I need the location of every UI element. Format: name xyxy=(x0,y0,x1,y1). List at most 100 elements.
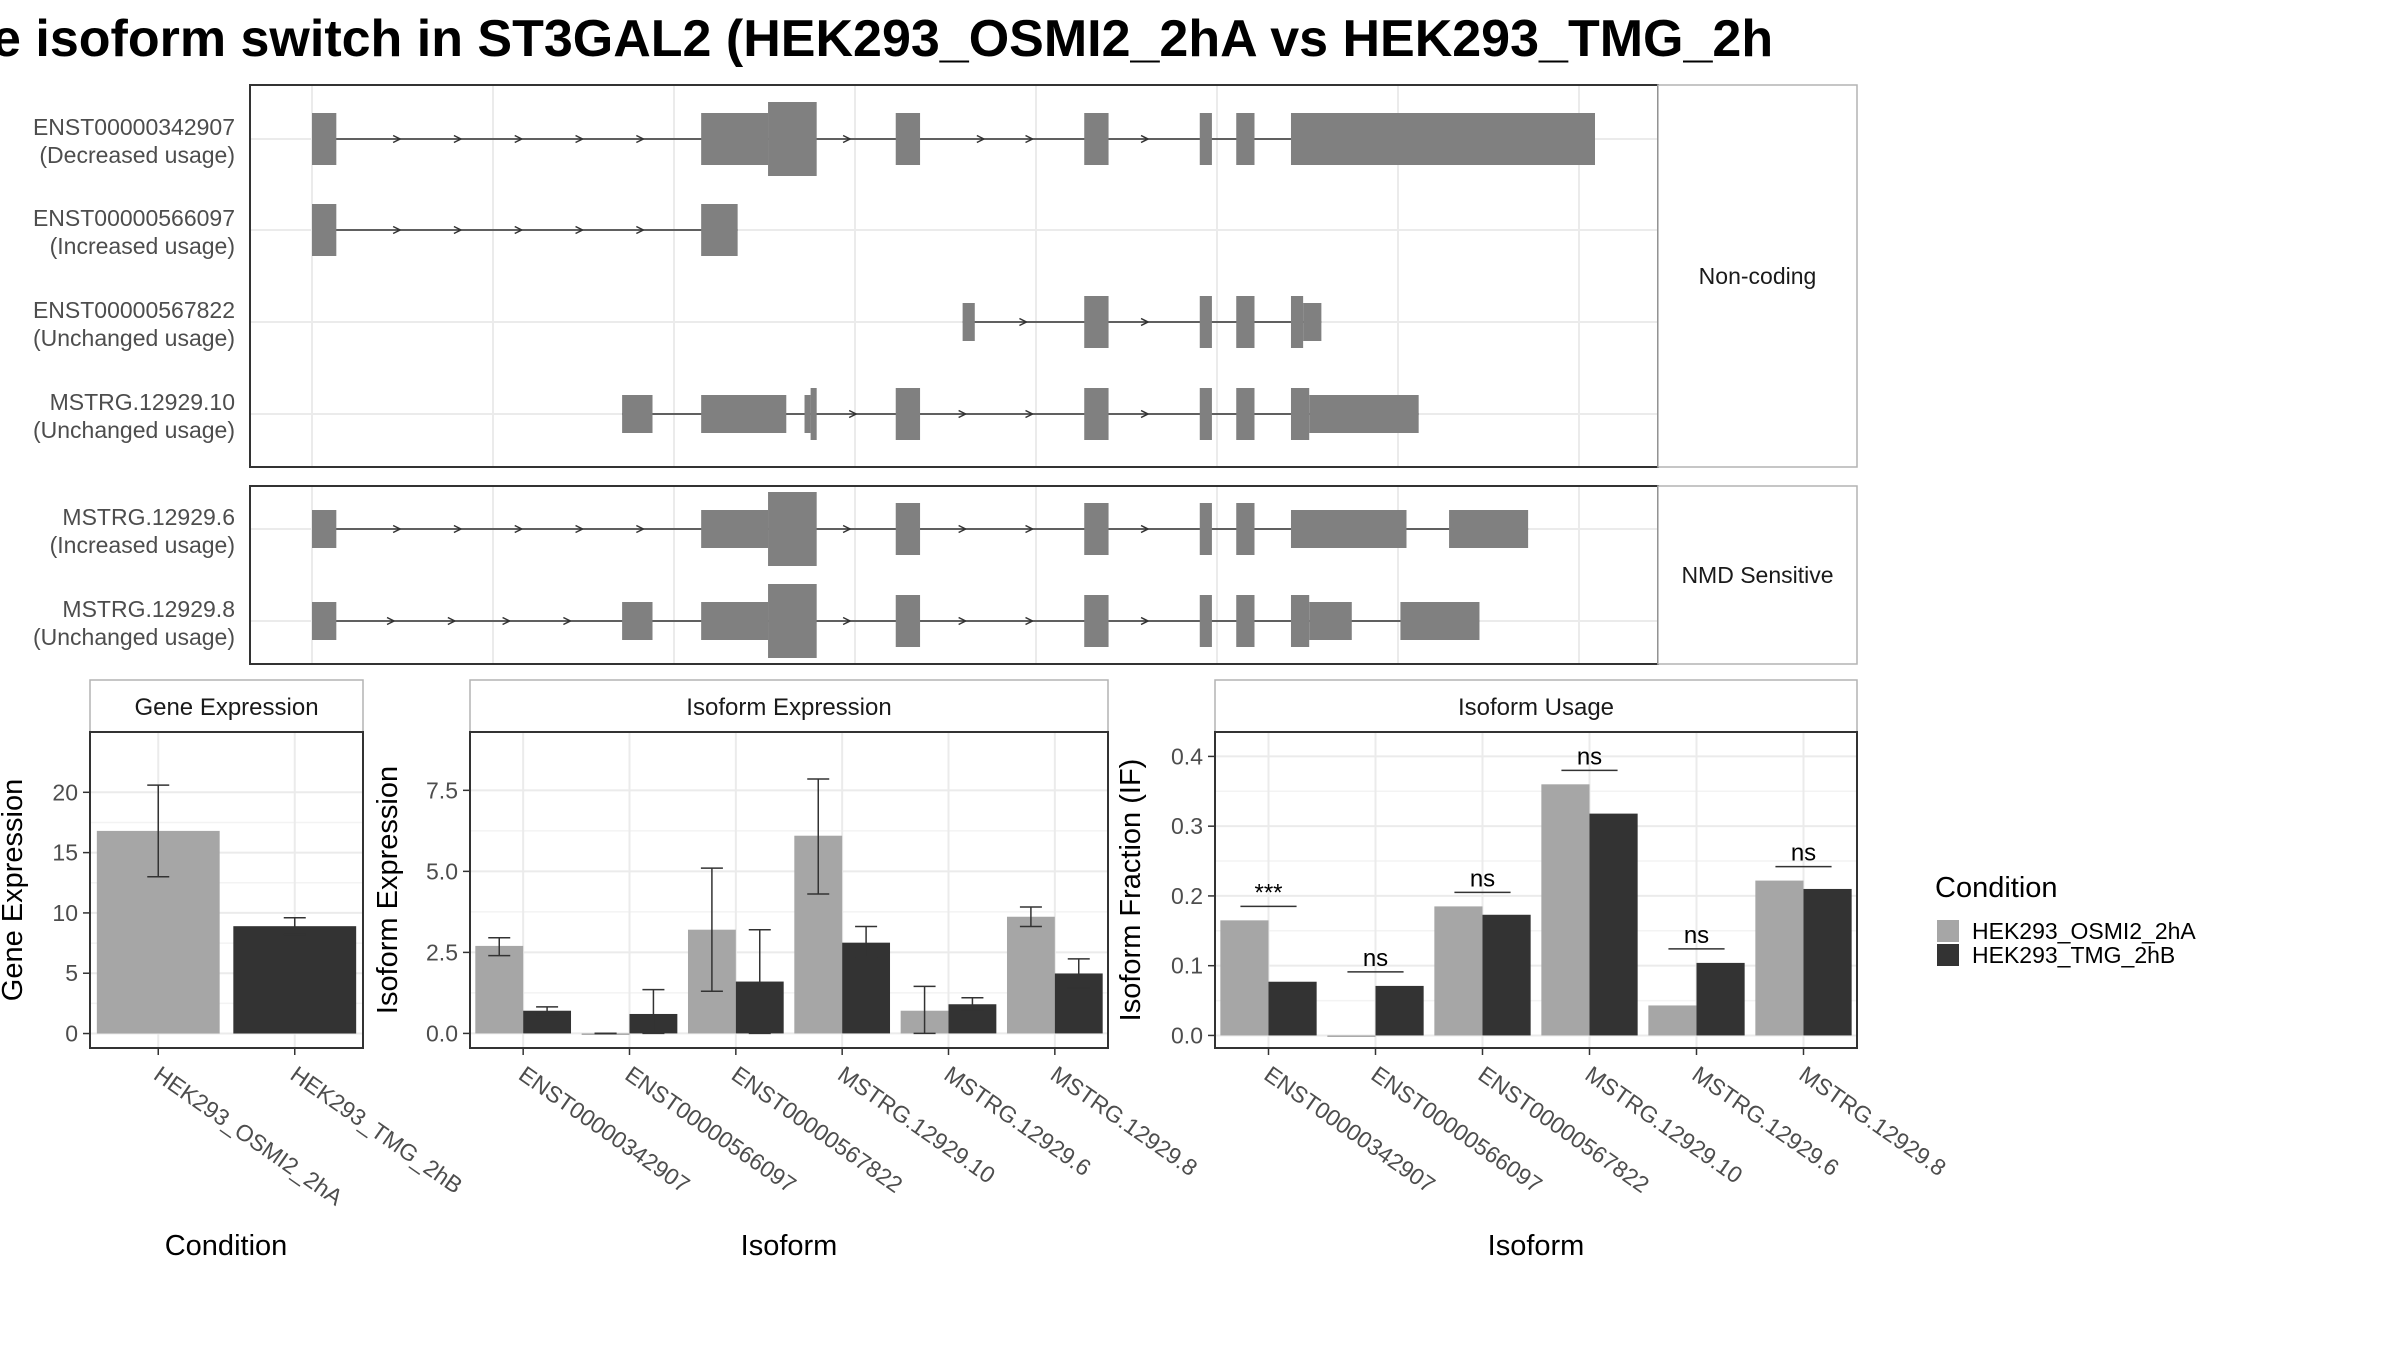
strand-arrow xyxy=(636,524,646,534)
isoform-bar xyxy=(1755,880,1804,1036)
exon-block xyxy=(312,602,337,640)
exon-block xyxy=(701,510,769,548)
isoform-bar xyxy=(1803,888,1852,1036)
transcript-row: MSTRG.12929.8(Unchanged usage) xyxy=(33,584,1658,658)
strand-arrow xyxy=(842,616,852,626)
exon-block xyxy=(1084,113,1109,165)
strand-arrow xyxy=(1140,616,1150,626)
significance-label: *** xyxy=(1254,879,1282,906)
y-tick-label: 5 xyxy=(65,960,78,986)
plot-border xyxy=(89,731,364,1049)
strand-arrow xyxy=(1140,524,1150,534)
isoform-bar xyxy=(1696,962,1745,1036)
exon-block xyxy=(1309,602,1352,640)
strand-arrow xyxy=(386,616,396,626)
isoform-bar xyxy=(1648,1005,1697,1036)
exon-block xyxy=(1290,595,1310,647)
y-tick-label: 0.3 xyxy=(1171,813,1203,839)
exon-block xyxy=(1303,303,1322,341)
strand-arrow xyxy=(1140,409,1150,419)
y-axis-title: Gene Expression xyxy=(0,779,29,1001)
exon-block xyxy=(895,113,921,165)
transcript-id-label: ENST00000342907 xyxy=(33,114,235,140)
chart-1: Isoform Expression0.02.55.07.5ENST000003… xyxy=(372,679,1202,1262)
exon-block xyxy=(701,395,787,433)
significance-label: ns xyxy=(1684,922,1709,949)
exon-block xyxy=(1199,503,1212,555)
significance-label: ns xyxy=(1577,743,1602,770)
strand-arrow xyxy=(842,524,852,534)
exon-block xyxy=(1309,395,1419,433)
exon-block xyxy=(804,395,811,433)
y-tick-label: 0.4 xyxy=(1171,743,1203,769)
strand-arrow xyxy=(453,524,463,534)
transcript-usage-label: (Unchanged usage) xyxy=(33,325,235,351)
strand-arrow xyxy=(514,524,524,534)
transcript-usage-label: (Unchanged usage) xyxy=(33,417,235,443)
strand-arrow xyxy=(1025,409,1035,419)
isoform-bar xyxy=(475,945,524,1034)
exon-block xyxy=(1290,113,1595,165)
exon-block xyxy=(1199,113,1212,165)
structure-facet-0: ENST00000342907(Decreased usage)ENST0000… xyxy=(33,84,1858,468)
strand-arrow xyxy=(958,616,968,626)
y-tick-label: 7.5 xyxy=(426,777,458,803)
exon-block xyxy=(1236,296,1255,348)
chart-strip-title: Isoform Expression xyxy=(686,694,891,721)
chart-strip-title: Gene Expression xyxy=(134,694,318,721)
y-tick-label: 0 xyxy=(65,1021,78,1047)
exon-block xyxy=(895,388,921,440)
strand-arrow xyxy=(636,225,646,235)
transcript-usage-label: (Increased usage) xyxy=(50,233,235,259)
y-axis-title: Isoform Expression xyxy=(372,766,404,1014)
exon-block xyxy=(312,510,337,548)
exon-block xyxy=(1236,503,1255,555)
isoform-bar xyxy=(1541,784,1590,1036)
exon-block xyxy=(622,395,653,433)
plot-border xyxy=(1214,731,1858,1049)
legend-swatch xyxy=(1937,920,1959,942)
strand-arrow xyxy=(1140,134,1150,144)
exon-block xyxy=(810,388,817,440)
isoform-bar xyxy=(1589,813,1638,1036)
strand-arrow xyxy=(392,524,402,534)
y-tick-label: 2.5 xyxy=(426,939,458,965)
strand-arrow xyxy=(575,134,585,144)
facet-strip-label: Non-coding xyxy=(1699,263,1817,289)
transcript-row: ENST00000566097(Increased usage) xyxy=(33,204,1658,259)
legend-label: HEK293_OSMI2_2hA xyxy=(1972,918,2196,944)
transcript-usage-label: (Unchanged usage) xyxy=(33,624,235,650)
transcript-row: MSTRG.12929.10(Unchanged usage) xyxy=(33,388,1658,443)
exon-block xyxy=(1199,388,1212,440)
strand-arrow xyxy=(575,524,585,534)
strand-arrow xyxy=(1019,317,1029,327)
gene-expression-bar xyxy=(233,926,357,1034)
chart-strip xyxy=(89,679,364,733)
strand-arrow xyxy=(563,616,573,626)
exon-block xyxy=(701,113,769,165)
bar-charts-panel: Gene Expression05101520HEK293_OSMI2_2hAH… xyxy=(0,679,1951,1262)
y-tick-label: 10 xyxy=(52,900,78,926)
exon-block xyxy=(1199,595,1212,647)
strand-arrow xyxy=(392,225,402,235)
strand-arrow xyxy=(1025,134,1035,144)
chart-2: Isoform Usage 0.0 0.1 0.2 0.3 0.4 *** ns ns ns ns n… xyxy=(1115,679,1951,1262)
structure-facet-1: MSTRG.12929.6(Increased usage)MSTRG.1292… xyxy=(33,485,1858,665)
x-axis-title: Isoform xyxy=(741,1230,838,1262)
transcript-id-label: MSTRG.12929.10 xyxy=(50,389,235,415)
significance-label: ns xyxy=(1470,865,1495,892)
y-tick-label: 0.0 xyxy=(426,1020,458,1046)
isoform-bar xyxy=(1434,906,1483,1036)
legend-title: Condition xyxy=(1935,872,2058,904)
x-axis-title: Condition xyxy=(165,1230,288,1262)
exon-block xyxy=(1236,113,1255,165)
exon-block xyxy=(768,584,817,658)
exon-block xyxy=(1084,595,1109,647)
exon-block xyxy=(895,595,921,647)
transcript-id-label: MSTRG.12929.8 xyxy=(62,596,235,622)
transcript-id-label: MSTRG.12929.6 xyxy=(62,504,235,530)
x-axis-title: Isoform xyxy=(1488,1230,1585,1262)
strand-arrow xyxy=(453,134,463,144)
exon-block xyxy=(312,204,337,256)
